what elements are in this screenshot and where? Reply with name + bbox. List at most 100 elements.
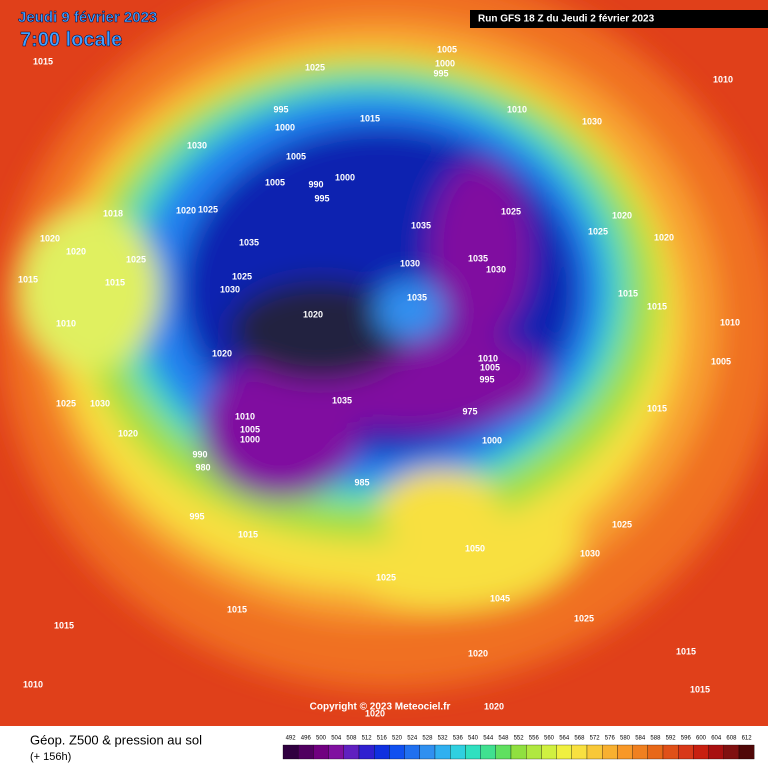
isobar-label: 1025: [501, 206, 521, 216]
isobar-label: 1025: [574, 613, 594, 623]
colorbar-label: 580: [620, 736, 631, 742]
isobar-label: 1035: [332, 395, 352, 405]
isobar-label: 1015: [647, 403, 667, 413]
colorbar-label: 524: [407, 736, 418, 742]
isobar-label: 1000: [435, 58, 455, 68]
isobar-label: 1030: [400, 258, 420, 268]
colorbar-label: 512: [362, 736, 373, 742]
isobar-label: 1015: [360, 113, 380, 123]
colorbar-cell: [662, 744, 679, 760]
colorbar-cell: [282, 744, 299, 760]
isobar-label: 1045: [490, 593, 510, 603]
isobar-label: 1015: [18, 274, 38, 284]
colorbar-cell: [495, 744, 512, 760]
colorbar-label: 540: [468, 736, 479, 742]
isobar-label: 1005: [480, 362, 500, 372]
isobar-label: 1005: [437, 44, 457, 54]
isobar-label: 1020: [176, 205, 196, 215]
footer-title: Géop. Z500 & pression au sol: [30, 732, 202, 747]
colorbar-label: 560: [544, 736, 555, 742]
isobar-label: 1025: [305, 62, 325, 72]
isobar-label: 1000: [240, 434, 260, 444]
colorbar-cell: [738, 744, 755, 760]
isobar-label: 1010: [478, 353, 498, 363]
colorbar-label: 496: [301, 736, 312, 742]
colorbar-cell: [343, 744, 360, 760]
colorbar-cell: [556, 744, 572, 760]
isobar-label: 980: [195, 462, 210, 472]
isobar-label: 1015: [33, 56, 53, 66]
isobar-label: 1030: [187, 140, 207, 150]
colorbar-cell: [510, 744, 527, 760]
run-info: Run GFS 18 Z du Jeudi 2 février 2023: [478, 14, 655, 25]
colorbar-label: 516: [377, 736, 388, 742]
isobar-label: 1020: [365, 708, 385, 718]
colorbar-label: 544: [483, 736, 494, 742]
colorbar-cell: [723, 744, 740, 760]
colorbar-label: 584: [635, 736, 646, 742]
isobar-label: 1025: [232, 271, 252, 281]
isobar-label: 1020: [654, 232, 674, 242]
isobar-label: 1018: [103, 208, 123, 218]
isobar-label: 1015: [690, 684, 710, 694]
colorbar-cell: [647, 744, 664, 760]
colorbar-label: 532: [438, 736, 449, 742]
colorbar-label: 556: [529, 736, 540, 742]
colorbar-cell: [541, 744, 557, 760]
isobar-label: 990: [192, 449, 207, 459]
isobar-label: 1010: [507, 104, 527, 114]
isobar-label: 1010: [720, 317, 740, 327]
colorbar-label: 536: [453, 736, 464, 742]
isobar-label: 1025: [126, 254, 146, 264]
isobar-label: 1015: [238, 529, 258, 539]
isobar-label: 1035: [407, 292, 427, 302]
isobar-label: 1000: [335, 172, 355, 182]
isobar-label: 1035: [468, 253, 488, 263]
isobar-label: 1015: [227, 604, 247, 614]
colorbar-cell: [571, 744, 588, 760]
isobar-label: 1020: [40, 233, 60, 243]
isobar-label: 1025: [588, 226, 608, 236]
colorbar-label: 500: [316, 736, 327, 742]
colorbar-cell: [389, 744, 405, 760]
isobar-label: 1005: [265, 177, 285, 187]
isobar-label: 1015: [647, 301, 667, 311]
isobar-label: 1020: [118, 428, 138, 438]
isobar-label: 1030: [486, 264, 506, 274]
colorbar-cell: [404, 744, 420, 760]
isobar-label: 1005: [711, 356, 731, 366]
colorbar-cell: [678, 744, 694, 760]
date: Jeudi 9 février 2023: [18, 9, 157, 26]
colorbar-label: 528: [422, 736, 433, 742]
colorbar-cell: [586, 744, 603, 760]
colorbar-label: 568: [574, 736, 585, 742]
local-time: 7:00 locale: [20, 29, 122, 51]
copyright: Copyright © 2023 Meteociel.fr: [310, 702, 451, 713]
map-field: [0, 0, 768, 726]
colorbar-label: 604: [711, 736, 722, 742]
isobar-label: 1025: [612, 519, 632, 529]
colorbar-cell: [374, 744, 390, 760]
colorbar-label: 592: [666, 736, 677, 742]
isobar-label: 1000: [482, 435, 502, 445]
isobar-label: 1020: [468, 648, 488, 658]
colorbar-cell: [693, 744, 709, 760]
colorbar-label: 508: [346, 736, 357, 742]
footer-lead: (+ 156h): [30, 751, 71, 763]
isobar-label: 995: [479, 374, 494, 384]
run-banner: [470, 10, 768, 28]
colorbar-label: 520: [392, 736, 403, 742]
isobar-label: 1020: [303, 309, 323, 319]
isobar-label: 995: [273, 104, 288, 114]
colorbar-cell: [526, 744, 542, 760]
isobar-label: 995: [314, 193, 329, 203]
isobar-label: 1025: [376, 572, 396, 582]
colorbar-cell: [602, 744, 618, 760]
colorbar-cell: [465, 744, 481, 760]
colorbar-label: 552: [514, 736, 525, 742]
colorbar-label: 572: [590, 736, 601, 742]
isobar-label: 1030: [90, 398, 110, 408]
isobar-label: 995: [189, 511, 204, 521]
isobar-label: 1035: [239, 237, 259, 247]
